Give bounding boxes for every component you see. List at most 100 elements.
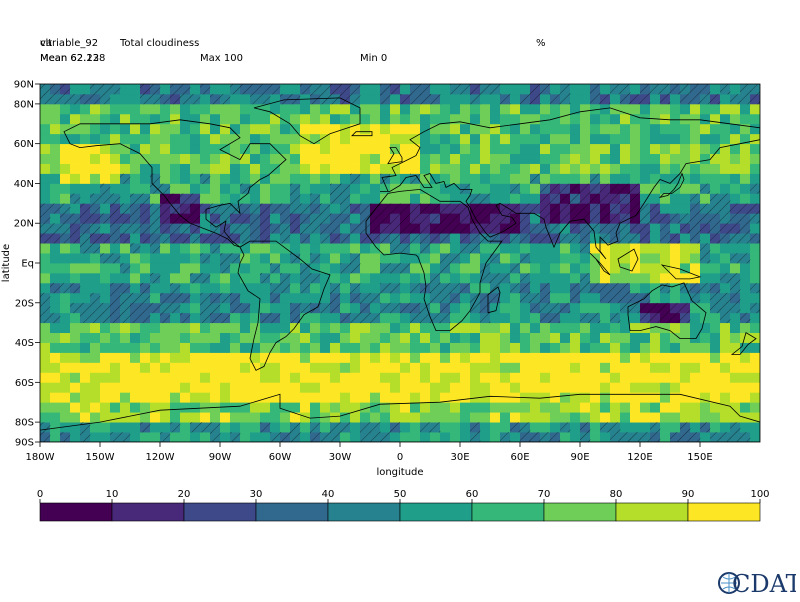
heatmap-cell [440,243,451,254]
heatmap-cell [270,243,281,254]
heatmap-cell [200,342,211,353]
heatmap-cell [700,233,711,244]
heatmap-cell [670,143,681,155]
hatch-cell [750,282,760,294]
hatch-cell [430,223,441,234]
hatch-cell [470,203,481,214]
heatmap-cell [560,432,571,442]
heatmap-cell [680,263,691,274]
heatmap-cell [170,143,181,155]
hatch-cell [150,173,161,184]
heatmap-cell [110,263,121,274]
heatmap-cell [220,123,231,135]
heatmap-cell [690,153,701,164]
heatmap-cell [570,153,581,164]
heatmap-cell [340,412,351,423]
heatmap-cell [750,422,760,433]
hatch-cell [740,233,751,244]
heatmap-cell [530,272,541,284]
heatmap-cell [240,412,251,423]
heatmap-cell [350,243,361,254]
heatmap-cell [620,412,631,423]
heatmap-cell [460,342,471,353]
heatmap-cell [530,422,541,433]
heatmap-cell [250,312,261,324]
heatmap-cell [70,173,81,184]
heatmap-cell [220,392,231,403]
heatmap-cell [580,372,591,383]
heatmap-cell [580,103,591,115]
hatch-cell [320,93,331,105]
hatch-cell [330,233,341,244]
heatmap-cell [150,103,161,115]
heatmap-cell [140,153,151,164]
heatmap-cell [380,193,391,204]
heatmap-cell [550,402,561,413]
heatmap-cell [720,143,731,155]
hatch-cell [390,263,401,274]
heatmap-cell [400,312,411,324]
colorbar-label: 30 [250,489,263,500]
heatmap-cell [210,362,221,373]
heatmap-cell [500,342,511,353]
hatch-cell [260,84,271,95]
heatmap-cell [710,123,721,135]
heatmap-cell [240,392,251,403]
heatmap-cell [460,322,471,334]
heatmap-cell [380,322,391,334]
heatmap-cell [430,372,441,383]
heatmap-cell [300,342,311,353]
heatmap-cell [170,392,181,403]
hatch-cell [590,203,601,214]
heatmap-cell [570,362,581,373]
heatmap-cell [250,143,261,155]
heatmap-cell [310,372,321,383]
hatch-cell [510,233,521,244]
heatmap-cell [170,153,181,164]
heatmap-cell [660,243,671,254]
heatmap-cell [440,392,451,403]
heatmap-cell [450,233,461,244]
heatmap-cell [390,412,401,423]
heatmap-cell [50,103,61,115]
hatch-cell [220,253,231,264]
heatmap-cell [640,133,651,145]
hatch-cell [480,84,491,95]
heatmap-cell [80,263,91,274]
hatch-cell [350,173,361,184]
heatmap-cell [750,412,760,423]
heatmap-cell [540,173,551,184]
colorbar-swatch [399,502,473,522]
hatch-cell [490,282,501,294]
heatmap-cell [740,372,751,383]
hatch-cell [460,213,471,224]
hatch-cell [340,203,351,214]
hatch-cell [680,93,691,105]
colorbar-swatch [255,502,329,522]
heatmap-cell [450,193,461,204]
heatmap-cell [170,352,181,363]
heatmap-cell [660,143,671,155]
heatmap-cell [750,342,760,353]
heatmap-cell [510,302,521,314]
heatmap-cell [60,253,71,264]
heatmap-cell [620,263,631,274]
heatmap-cell [740,382,751,393]
heatmap-cell [190,292,201,304]
heatmap-cell [150,263,161,274]
heatmap-cell [230,312,241,324]
hatch-cell [590,223,601,234]
heatmap-cell [580,352,591,363]
heatmap-cell [300,143,311,155]
heatmap-cell [460,422,471,433]
heatmap-cell [710,143,721,155]
hatch-cell [450,253,461,264]
heatmap-cell [460,292,471,304]
hatch-cell [40,422,51,433]
heatmap-cell [350,322,361,334]
heatmap-cell [490,173,501,184]
heatmap-cell [210,84,221,95]
heatmap-cell [710,352,721,363]
heatmap-cell [130,362,141,373]
heatmap-cell [410,243,421,254]
